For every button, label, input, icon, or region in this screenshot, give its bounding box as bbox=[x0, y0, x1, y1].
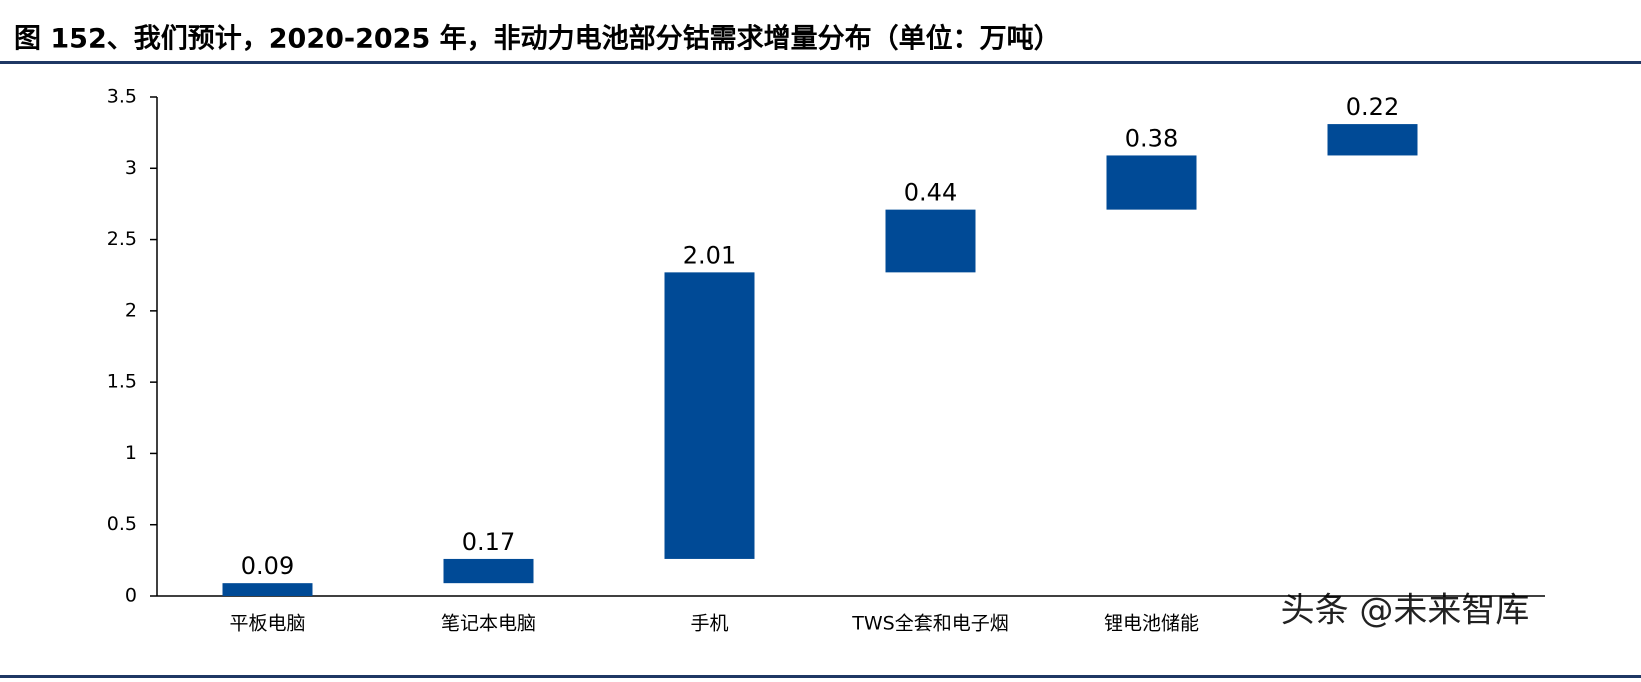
x-tick-label: 平板电脑 bbox=[229, 613, 305, 635]
bar bbox=[885, 209, 976, 273]
watermark: 头条 @未来智库 bbox=[1281, 591, 1530, 631]
bar bbox=[222, 583, 313, 596]
value-label: 0.38 bbox=[1125, 124, 1178, 152]
x-tick-label: TWS全套和电子烟 bbox=[851, 613, 1008, 635]
chart-title: 图 152、我们预计，2020-2025 年，非动力电池部分钴需求增量分布（单位… bbox=[14, 23, 1061, 55]
value-label: 0.17 bbox=[462, 528, 515, 556]
x-tick-label: 笔记本电脑 bbox=[441, 613, 536, 635]
x-tick-label: 手机 bbox=[690, 613, 728, 635]
y-tick-label: 1 bbox=[125, 442, 137, 464]
value-label: 0.09 bbox=[241, 552, 294, 580]
y-tick-label: 0.5 bbox=[107, 513, 137, 535]
value-label: 0.44 bbox=[904, 179, 957, 207]
bar bbox=[1327, 124, 1418, 156]
bar bbox=[664, 272, 755, 559]
value-label: 2.01 bbox=[683, 241, 736, 269]
bottom-rule bbox=[0, 675, 1641, 678]
y-tick-label: 0 bbox=[125, 585, 137, 607]
value-label: 0.22 bbox=[1346, 93, 1399, 121]
y-tick-label: 3.5 bbox=[107, 86, 137, 108]
y-tick-label: 3 bbox=[125, 157, 137, 179]
bar bbox=[1106, 155, 1197, 210]
title-rule bbox=[0, 61, 1641, 64]
x-tick-label: 锂电池储能 bbox=[1104, 613, 1199, 635]
y-tick-label: 2 bbox=[125, 299, 137, 321]
y-tick-label: 1.5 bbox=[107, 371, 137, 393]
bar bbox=[443, 558, 534, 584]
y-tick-label: 2.5 bbox=[107, 228, 137, 250]
